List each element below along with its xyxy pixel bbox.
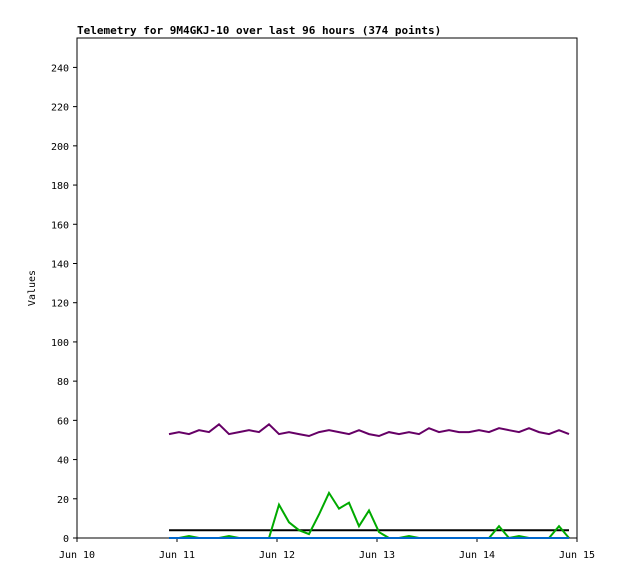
series-line [169, 490, 570, 540]
x-tick-label: Jun 15 [559, 550, 595, 561]
y-tick-label: 140 [51, 259, 69, 270]
x-tick-label: Jun 14 [459, 550, 495, 561]
series-line [168, 422, 570, 438]
x-tick-label: Jun 10 [59, 550, 95, 561]
x-tick-label: Jun 13 [359, 550, 395, 561]
y-tick-label: 100 [51, 338, 69, 349]
y-axis-label: Values [27, 270, 38, 306]
y-tick-label: 120 [51, 299, 69, 310]
y-tick-label: 200 [51, 142, 69, 153]
y-tick-label: 240 [51, 63, 69, 74]
x-tick-label: Jun 12 [259, 550, 295, 561]
x-tick-label: Jun 11 [159, 550, 195, 561]
y-tick-label: 0 [63, 534, 69, 545]
plot-frame [76, 37, 578, 539]
y-tick-label: 60 [57, 416, 69, 427]
y-tick-label: 160 [51, 220, 69, 231]
y-tick-label: 80 [57, 377, 69, 388]
y-tick-label: 220 [51, 103, 69, 114]
chart-title: Telemetry for 9M4GKJ-10 over last 96 hou… [77, 24, 441, 37]
y-tick-label: 40 [57, 456, 69, 467]
y-tick-label: 180 [51, 181, 69, 192]
y-tick-label: 20 [57, 495, 69, 506]
